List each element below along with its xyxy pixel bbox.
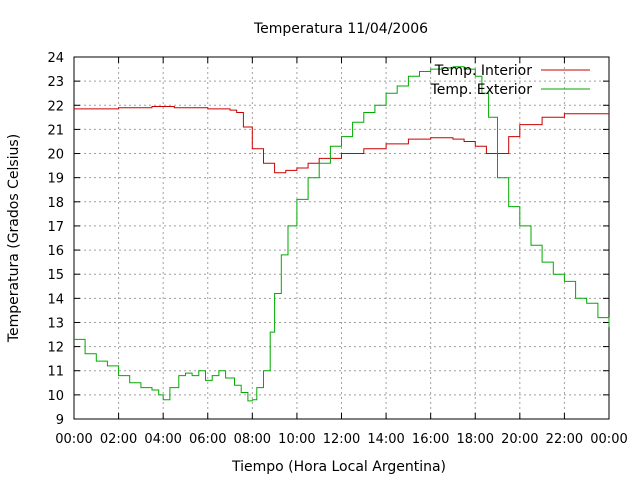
y-tick-label: 13 [47, 316, 64, 331]
x-tick-label: 20:00 [501, 432, 538, 447]
x-tick-label: 08:00 [234, 432, 271, 447]
y-tick-label: 14 [47, 292, 64, 307]
y-tick-label: 24 [47, 51, 64, 66]
x-tick-label: 18:00 [457, 432, 494, 447]
y-tick-label: 16 [47, 244, 64, 259]
y-tick-label: 20 [47, 148, 64, 163]
y-tick-label: 21 [47, 123, 64, 138]
y-axis-label: Temperatura (Grados Celsius) [6, 134, 22, 343]
x-tick-label: 00:00 [590, 432, 627, 447]
y-tick-label: 22 [47, 99, 64, 114]
y-tick-label: 23 [47, 75, 64, 90]
series-layer [74, 66, 610, 402]
legend: Temp. Interior Temp. Exterior [430, 63, 590, 98]
y-tick-label: 9 [56, 413, 64, 428]
x-tick-label: 22:00 [546, 432, 583, 447]
y-tick-label: 19 [47, 172, 64, 187]
x-tick-label: 04:00 [144, 432, 181, 447]
y-tick-label: 11 [47, 365, 64, 380]
x-tick-label: 16:00 [412, 432, 449, 447]
x-tick-label: 00:00 [55, 432, 92, 447]
legend-label-exterior: Temp. Exterior [430, 82, 533, 98]
axis-ticks: 9 10 11 12 13 14 15 16 17 18 19 20 21 22 23 24 00:00 02:0… [47, 51, 627, 447]
x-tick-label: 12:00 [323, 432, 360, 447]
series-line-interior [74, 106, 609, 174]
x-tick-label: 06:00 [189, 432, 226, 447]
y-tick-label: 18 [47, 196, 64, 211]
grid [74, 57, 609, 419]
x-tick-label: 02:00 [100, 432, 137, 447]
x-tick-label: 10:00 [278, 432, 315, 447]
series-line-exterior [74, 66, 610, 402]
x-axis-label: Tiempo (Hora Local Argentina) [231, 459, 446, 475]
y-tick-label: 15 [47, 268, 64, 283]
y-tick-label: 17 [47, 220, 64, 235]
y-tick-label: 12 [47, 341, 64, 356]
y-tick-label: 10 [47, 389, 64, 404]
legend-label-interior: Temp. Interior [434, 63, 533, 79]
x-tick-label: 14:00 [367, 432, 404, 447]
chart-title: Temperatura 11/04/2006 [253, 21, 428, 37]
